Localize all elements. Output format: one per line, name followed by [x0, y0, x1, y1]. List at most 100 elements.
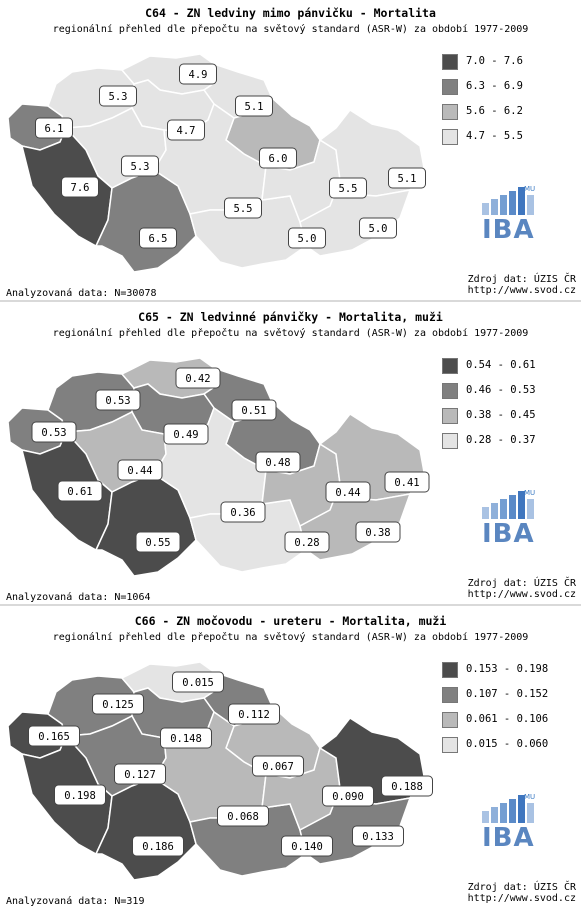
- region-value-label: 0.090: [322, 785, 374, 807]
- region-value-label: 0.127: [114, 763, 166, 785]
- region-value: 0.44: [127, 465, 152, 477]
- region-value-label: 5.0: [288, 227, 326, 249]
- region-value: 0.41: [394, 477, 419, 489]
- region-value-label: 0.133: [352, 825, 404, 847]
- region-value-label: 0.36: [220, 501, 266, 523]
- source-url[interactable]: http://www.svod.cz: [467, 589, 576, 600]
- choropleth-map: 6.1 5.3 4.9 5.1 4.7 5.3 7.6 6.5 6.0 5.5 5.0 5.5 5.1 5…: [7, 53, 426, 273]
- region-value-label: 0.38: [355, 521, 401, 543]
- region-value: 0.53: [105, 395, 130, 407]
- region-value: 0.015: [182, 677, 214, 689]
- region-value: 0.49: [173, 429, 198, 441]
- region-value-label: 0.148: [160, 727, 212, 749]
- region-value: 4.9: [189, 69, 208, 81]
- source-url[interactable]: http://www.svod.cz: [467, 893, 576, 904]
- source-url[interactable]: http://www.svod.cz: [467, 285, 576, 296]
- choropleth-map: 0.165 0.125 0.015 0.112 0.148 0.127 0.198 0.186…: [7, 661, 433, 881]
- region-value-label: 7.6: [61, 176, 99, 198]
- region-value-label: 5.1: [235, 95, 273, 117]
- region-value-label: 0.53: [31, 421, 77, 443]
- legend-swatch: [442, 79, 458, 95]
- legend-swatch: [442, 662, 458, 678]
- region-value: 0.198: [64, 790, 96, 802]
- legend-label: 0.38 - 0.45: [466, 409, 536, 421]
- legend-swatch: [442, 737, 458, 753]
- region-value: 5.1: [245, 101, 264, 113]
- region-value-label: 0.42: [175, 367, 221, 389]
- region-value: 0.125: [102, 699, 134, 711]
- region-value-label: 0.198: [54, 784, 106, 806]
- iba-bars-icon: [482, 795, 534, 823]
- legend-swatch: [442, 687, 458, 703]
- choropleth-map: 0.53 0.53 0.42 0.51 0.49 0.44 0.61 0.55 0.48 0.36…: [7, 357, 430, 577]
- data-source: Zdroj dat: ÚZIS ČR http://www.svod.cz: [468, 882, 576, 904]
- region-value-label: 0.188: [381, 775, 433, 797]
- region-value: 0.112: [238, 709, 270, 721]
- map-panel-c65: C65 - ZN ledvinné pánvičky - Mortalita, …: [0, 304, 581, 606]
- iba-logo: MU IBA: [480, 793, 540, 853]
- region-value: 0.140: [291, 841, 323, 853]
- map-title: C65 - ZN ledvinné pánvičky - Mortalita, …: [138, 310, 443, 324]
- legend-swatch: [442, 129, 458, 145]
- region-value: 0.165: [38, 731, 70, 743]
- legend-label: 0.54 - 0.61: [466, 359, 536, 371]
- region-value: 0.188: [391, 781, 423, 793]
- source-line: Zdroj dat: ÚZIS ČR: [467, 274, 576, 285]
- region-value-label: 0.61: [57, 480, 103, 502]
- region-value-label: 0.44: [117, 459, 163, 481]
- region-value-label: 6.1: [35, 117, 73, 139]
- legend-swatch: [442, 358, 458, 374]
- region-value: 0.067: [262, 761, 294, 773]
- region-value: 7.6: [71, 182, 90, 194]
- region-value-label: 0.186: [132, 835, 184, 857]
- legend-label: 6.3 - 6.9: [466, 80, 523, 92]
- region-value-label: 0.28: [284, 531, 330, 553]
- region-value: 6.1: [45, 123, 64, 135]
- region-value-label: 0.51: [231, 399, 277, 421]
- region-value-label: 0.53: [95, 389, 141, 411]
- region-value-label: 5.1: [388, 167, 426, 189]
- region-value: 4.7: [177, 125, 196, 137]
- region-value-label: 5.0: [359, 217, 397, 239]
- region-value: 0.148: [170, 733, 202, 745]
- legend-label: 5.6 - 6.2: [466, 105, 523, 117]
- region-value: 0.44: [335, 487, 360, 499]
- map-title: C66 - ZN močovodu - ureteru - Mortalita,…: [134, 614, 447, 628]
- region-value: 0.51: [241, 405, 266, 417]
- region-value-label: 6.0: [259, 147, 297, 169]
- region-value-label: 0.112: [228, 703, 280, 725]
- region-value-label: 0.55: [135, 531, 181, 553]
- iba-bars-icon: [482, 491, 534, 519]
- region-value: 5.5: [234, 203, 253, 215]
- iba-logo: MU IBA: [480, 185, 540, 245]
- region-value: 6.0: [269, 153, 288, 165]
- region-value: 0.068: [227, 811, 259, 823]
- map-subtitle: regionální přehled dle přepočtu na světo…: [52, 24, 529, 35]
- region-value: 5.3: [109, 91, 128, 103]
- region-value: 0.186: [142, 841, 174, 853]
- region-value: 0.36: [230, 507, 255, 519]
- legend-label: 0.107 - 0.152: [466, 688, 549, 700]
- legend-swatch: [442, 54, 458, 70]
- legend-label: 0.015 - 0.060: [466, 738, 549, 750]
- region-value-label: 0.165: [28, 725, 80, 747]
- analyzed-data: Analyzovaná data: N=30078: [6, 288, 157, 299]
- data-source: Zdroj dat: ÚZIS ČR http://www.svod.cz: [468, 578, 576, 600]
- logo-word: IBA: [482, 215, 535, 245]
- region-value-label: 0.140: [281, 835, 333, 857]
- analyzed-data: Analyzovaná data: N=1064: [6, 592, 151, 603]
- region-value-label: 4.7: [167, 119, 205, 141]
- legend-swatch: [442, 433, 458, 449]
- region-value: 0.133: [362, 831, 394, 843]
- region-value: 5.1: [398, 173, 417, 185]
- region-value-label: 0.41: [384, 471, 430, 493]
- region-value: 5.0: [369, 223, 388, 235]
- data-source: Zdroj dat: ÚZIS ČR http://www.svod.cz: [468, 274, 576, 296]
- map-subtitle: regionální přehled dle přepočtu na světo…: [52, 632, 529, 643]
- legend-swatch: [442, 383, 458, 399]
- legend-label: 7.0 - 7.6: [466, 55, 523, 67]
- logo-mu: MU: [524, 489, 536, 497]
- region-value-label: 0.015: [172, 671, 224, 693]
- source-line: Zdroj dat: ÚZIS ČR: [467, 578, 576, 589]
- panel-divider: [0, 300, 581, 302]
